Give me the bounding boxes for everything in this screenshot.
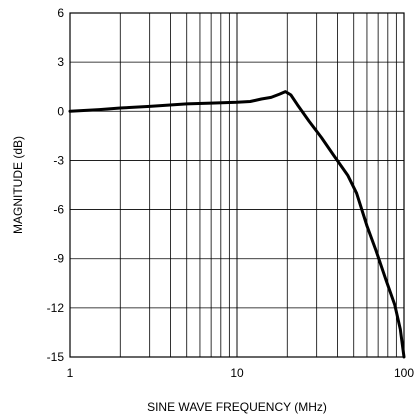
grid-lines bbox=[69, 12, 405, 358]
y-axis-label: MAGNITUDE (dB) bbox=[11, 136, 25, 234]
x-tick-label: 100 bbox=[394, 366, 414, 380]
y-tick-label: 6 bbox=[57, 6, 64, 20]
y-tick-label: 3 bbox=[57, 55, 64, 69]
y-tick-label: -9 bbox=[53, 252, 64, 266]
y-tick-label: 0 bbox=[57, 104, 64, 118]
y-tick-label: -6 bbox=[53, 203, 64, 217]
y-tick-label: -12 bbox=[47, 301, 65, 315]
y-tick-label: -3 bbox=[53, 153, 64, 167]
x-tick-label: 1 bbox=[67, 366, 74, 380]
tick-labels: 6 3 0 -3 -6 -9 -12 -151 10 100 bbox=[47, 6, 415, 380]
x-axis-label: SINE WAVE FREQUENCY (MHz) bbox=[147, 400, 327, 414]
y-tick-label: -15 bbox=[47, 350, 65, 364]
magnitude-curve bbox=[68, 90, 406, 359]
plot-frame bbox=[69, 12, 405, 358]
x-tick-label: 10 bbox=[230, 366, 244, 380]
